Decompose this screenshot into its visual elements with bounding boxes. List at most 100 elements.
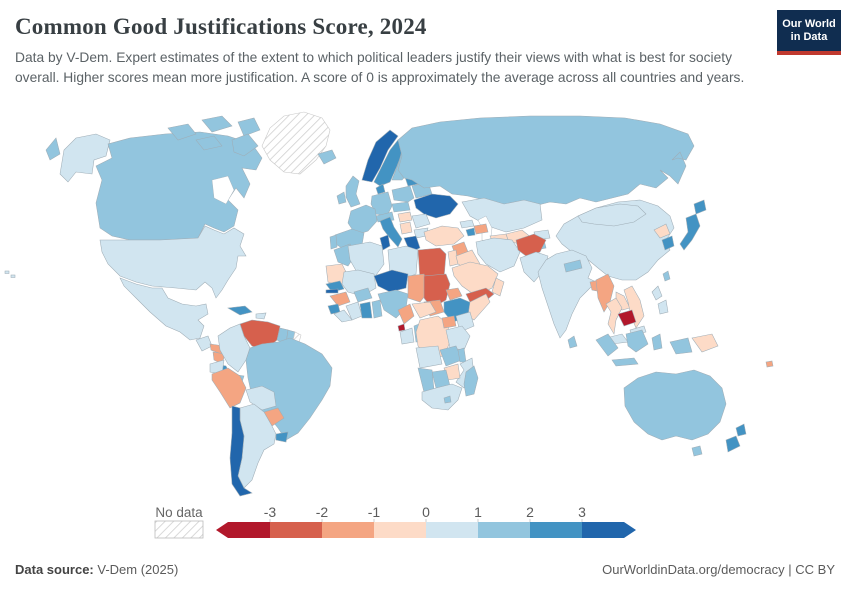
country-algeria[interactable] (347, 241, 385, 279)
country-central-african-republic[interactable] (411, 301, 437, 319)
country-denmark[interactable] (375, 183, 386, 195)
legend-bin-arrow-left (216, 522, 270, 538)
country-uganda[interactable] (441, 315, 457, 329)
chart-subtitle: Data by V-Dem. Expert estimates of the e… (15, 50, 745, 85)
country-south-africa[interactable] (421, 383, 463, 411)
owid-attribution-link[interactable]: OurWorldinData.org/democracy | CC BY (602, 562, 835, 577)
legend-no-data-swatch[interactable] (154, 520, 204, 539)
country-japan[interactable] (679, 213, 701, 251)
country-arctic-island-4[interactable] (195, 135, 223, 151)
country-new-zealand-south[interactable] (725, 435, 741, 453)
country-togo-benin[interactable] (371, 299, 383, 319)
legend-tick: 3 (578, 504, 586, 520)
country-romania[interactable] (411, 213, 431, 229)
country-france[interactable] (347, 204, 378, 236)
country-tasmania[interactable] (691, 445, 703, 457)
country-eritrea[interactable] (445, 287, 463, 301)
legend-color-bar[interactable] (216, 519, 636, 538)
country-taiwan[interactable] (662, 270, 671, 282)
country-baffin[interactable] (231, 133, 259, 157)
country-iran[interactable] (475, 237, 521, 273)
country-south-korea[interactable] (661, 235, 675, 251)
country-australia[interactable] (623, 369, 727, 441)
country-burkina-faso[interactable] (353, 287, 373, 303)
country-arctic-island-1[interactable] (167, 123, 197, 141)
country-hispaniola[interactable] (255, 312, 267, 320)
country-guinea[interactable] (329, 291, 351, 307)
country-thailand[interactable] (605, 297, 623, 335)
country-oman[interactable] (491, 277, 505, 297)
country-arctic-island-3[interactable] (237, 117, 261, 137)
country-indonesia-papua[interactable] (669, 337, 693, 355)
legend-tick: -1 (368, 504, 381, 520)
country-india[interactable] (537, 249, 597, 339)
country-indonesia-java[interactable] (611, 357, 639, 367)
country-angola[interactable] (415, 345, 443, 369)
country-armenia[interactable] (465, 227, 476, 237)
country-philippines-2[interactable] (657, 299, 669, 315)
country-alaska[interactable] (59, 133, 111, 183)
country-czechia-slovakia[interactable] (391, 201, 411, 213)
country-sudan[interactable] (423, 273, 451, 309)
country-hawaii-2[interactable] (10, 274, 16, 278)
country-indonesia-sulawesi[interactable] (651, 333, 663, 351)
country-ghana[interactable] (359, 301, 373, 319)
country-namibia[interactable] (417, 367, 435, 393)
country-arctic-island-2[interactable] (201, 115, 233, 133)
country-senegal[interactable] (325, 280, 345, 293)
owid-logo[interactable]: Our World in Data (777, 10, 841, 55)
country-gambia[interactable] (325, 288, 339, 294)
country-italy[interactable] (379, 216, 403, 248)
country-hawaii-1[interactable] (4, 270, 10, 274)
legend-tick: -2 (316, 504, 329, 520)
country-georgia[interactable] (459, 219, 475, 229)
country-balkans[interactable] (399, 221, 413, 235)
country-japan-hokkaido[interactable] (693, 199, 707, 215)
country-canada[interactable] (95, 131, 263, 241)
country-norway[interactable] (361, 129, 399, 183)
country-chile[interactable] (229, 405, 253, 497)
country-fiji[interactable] (765, 360, 774, 368)
chart-header: Common Good Justifications Score, 2024 D… (0, 0, 850, 100)
country-cameroon[interactable] (397, 303, 415, 325)
country-north-korea[interactable] (653, 223, 671, 239)
country-mongolia[interactable] (577, 203, 647, 227)
country-ireland[interactable] (336, 191, 347, 205)
country-lesotho[interactable] (443, 395, 452, 404)
country-vietnam[interactable] (623, 285, 645, 329)
country-azerbaijan[interactable] (473, 223, 489, 235)
page-title: Common Good Justifications Score, 2024 (15, 14, 427, 39)
country-united-states[interactable] (99, 225, 247, 299)
country-uruguay[interactable] (275, 431, 289, 443)
country-iceland[interactable] (317, 149, 337, 165)
country-niger[interactable] (373, 269, 409, 293)
country-nepal[interactable] (563, 259, 583, 273)
country-indonesia-sumatra[interactable] (595, 333, 619, 357)
country-equatorial-guinea[interactable] (397, 323, 406, 332)
country-madagascar[interactable] (463, 365, 479, 397)
country-greenland-nodata[interactable] (261, 111, 331, 175)
country-tanzania[interactable] (445, 325, 471, 351)
country-mexico[interactable] (119, 277, 209, 341)
country-saudi-arabia[interactable] (451, 261, 499, 297)
country-indonesia-borneo[interactable] (625, 329, 649, 353)
country-russia[interactable] (397, 115, 695, 207)
country-afghanistan[interactable] (515, 233, 547, 257)
country-tunisia[interactable] (379, 234, 391, 251)
country-poland[interactable] (391, 185, 415, 203)
country-united-kingdom[interactable] (345, 175, 361, 208)
country-philippines-1[interactable] (651, 285, 663, 301)
country-new-zealand-north[interactable] (735, 423, 747, 437)
country-mozambique[interactable] (455, 357, 475, 389)
country-gabon[interactable] (399, 327, 415, 345)
country-cambodia[interactable] (617, 309, 637, 327)
country-portugal[interactable] (329, 234, 338, 250)
country-chukotka-sliver[interactable] (45, 137, 61, 161)
country-hungary[interactable] (397, 211, 413, 223)
country-papua-new-guinea[interactable] (691, 333, 719, 353)
country-peru[interactable] (211, 367, 247, 409)
country-turkey[interactable] (423, 225, 465, 247)
country-cuba[interactable] (227, 305, 253, 316)
country-ukraine[interactable] (413, 193, 459, 219)
country-sri-lanka[interactable] (567, 335, 578, 349)
